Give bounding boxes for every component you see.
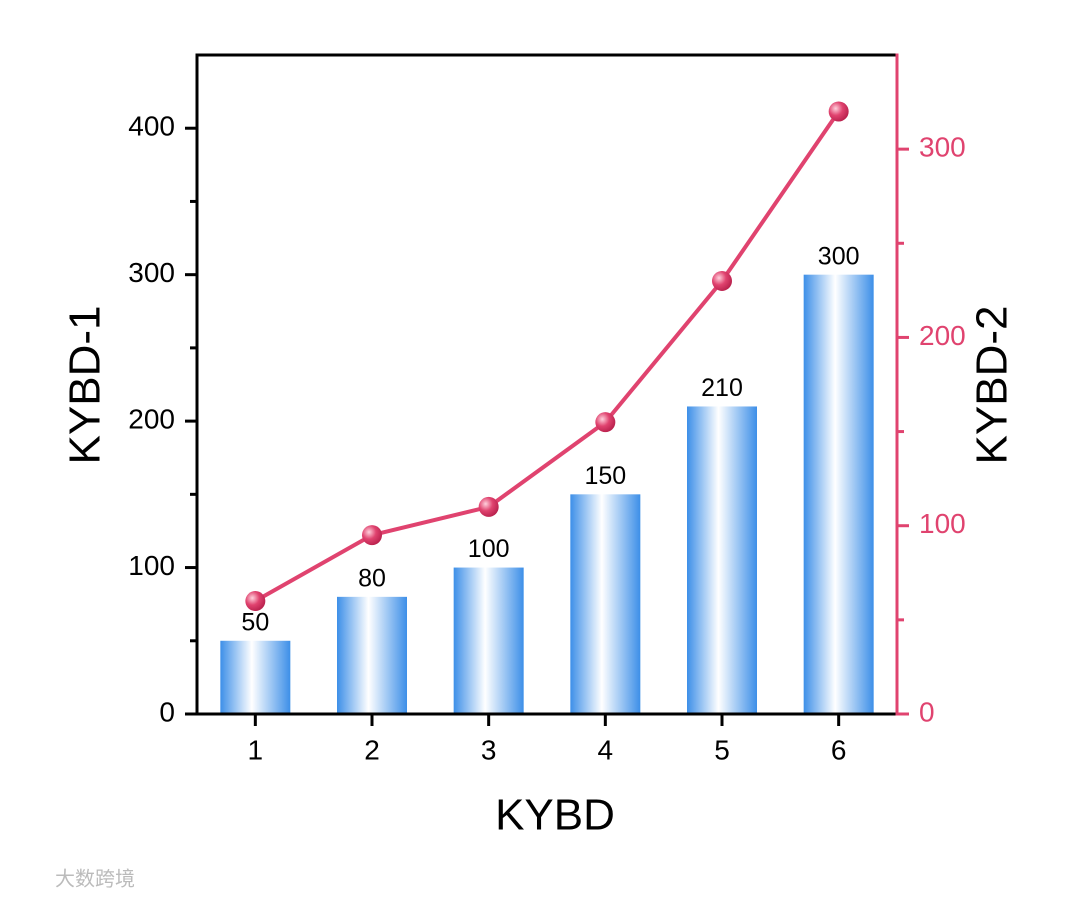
marker <box>245 591 266 612</box>
y2-tick-label: 100 <box>919 508 966 539</box>
y-tick-label: 300 <box>128 257 175 288</box>
data-label: 50 <box>241 608 269 636</box>
x-tick-label: 3 <box>481 734 497 765</box>
bar <box>453 567 524 714</box>
data-label: 80 <box>358 564 386 592</box>
data-label: 100 <box>468 535 510 563</box>
y-tick-label: 200 <box>128 404 175 435</box>
bar <box>220 640 291 714</box>
data-label: 150 <box>584 462 626 490</box>
x-tick-label: 5 <box>714 734 730 765</box>
y2-tick-label: 0 <box>919 696 935 727</box>
bar <box>803 274 874 714</box>
y2-tick-label: 300 <box>919 132 966 163</box>
x-tick-label: 6 <box>831 734 847 765</box>
watermark: 大数跨境 <box>55 867 135 890</box>
x-axis-title: KYBD <box>495 791 615 840</box>
marker <box>362 525 382 546</box>
marker <box>595 412 616 433</box>
y-tick-label: 100 <box>128 550 175 581</box>
x-tick-label: 1 <box>248 734 264 765</box>
x-tick-label: 4 <box>598 734 614 765</box>
y2-axis-title: KYBD-2 <box>968 306 1017 465</box>
x-tick-label: 2 <box>364 734 380 765</box>
bar <box>570 494 641 714</box>
marker <box>478 496 499 517</box>
line <box>254 110 841 603</box>
data-label: 210 <box>701 374 743 402</box>
marker <box>828 101 849 122</box>
marker <box>712 270 732 291</box>
y-axis-title: KYBD-1 <box>61 306 110 465</box>
bar <box>687 406 757 714</box>
data-label: 300 <box>818 242 860 270</box>
y2-tick-label: 200 <box>919 320 966 351</box>
y-tick-label: 400 <box>128 111 175 142</box>
bar <box>337 596 407 714</box>
y-tick-label: 0 <box>159 696 175 727</box>
